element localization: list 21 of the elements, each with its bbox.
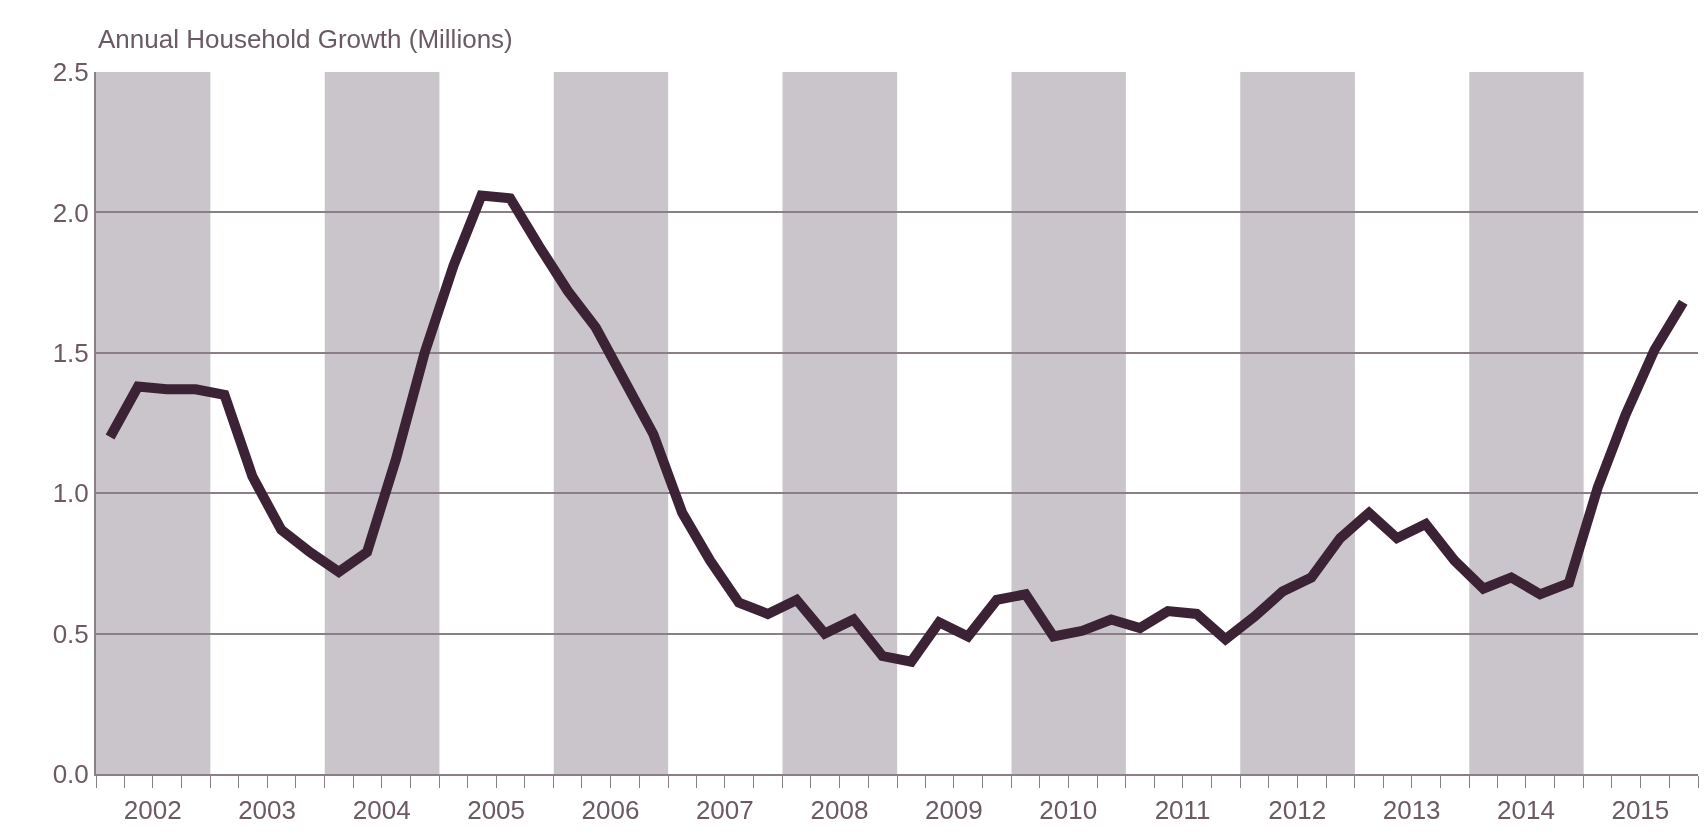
x-tick-label: 2006 [581,795,640,826]
x-tick-label: 2004 [352,795,411,826]
x-tick-label: 2007 [695,795,754,826]
y-axis-title: Annual Household Growth (Millions) [98,24,513,54]
x-tick-label: 2013 [1382,795,1441,826]
x-tick-label: 2002 [123,795,182,826]
y-tick-label: 1.0 [52,478,89,509]
x-tick-label: 2009 [924,795,983,826]
x-tick-label: 2014 [1497,795,1555,826]
x-tick-label: 2008 [810,795,869,826]
x-tick-label: 2012 [1268,795,1327,826]
x-tick-label: 2005 [467,795,526,826]
y-tick-label: 0.0 [52,759,89,790]
y-tick-label: 1.5 [52,337,89,368]
y-tick-label: 2.5 [52,57,89,88]
y-tick-label: 0.5 [52,618,89,649]
y-tick-label: 2.0 [52,197,89,228]
x-tick-label: 2003 [238,795,296,826]
x-tick-label: 2010 [1039,795,1098,826]
x-tick-label: 2011 [1154,795,1211,826]
x-tick-label: 2015 [1611,795,1670,826]
